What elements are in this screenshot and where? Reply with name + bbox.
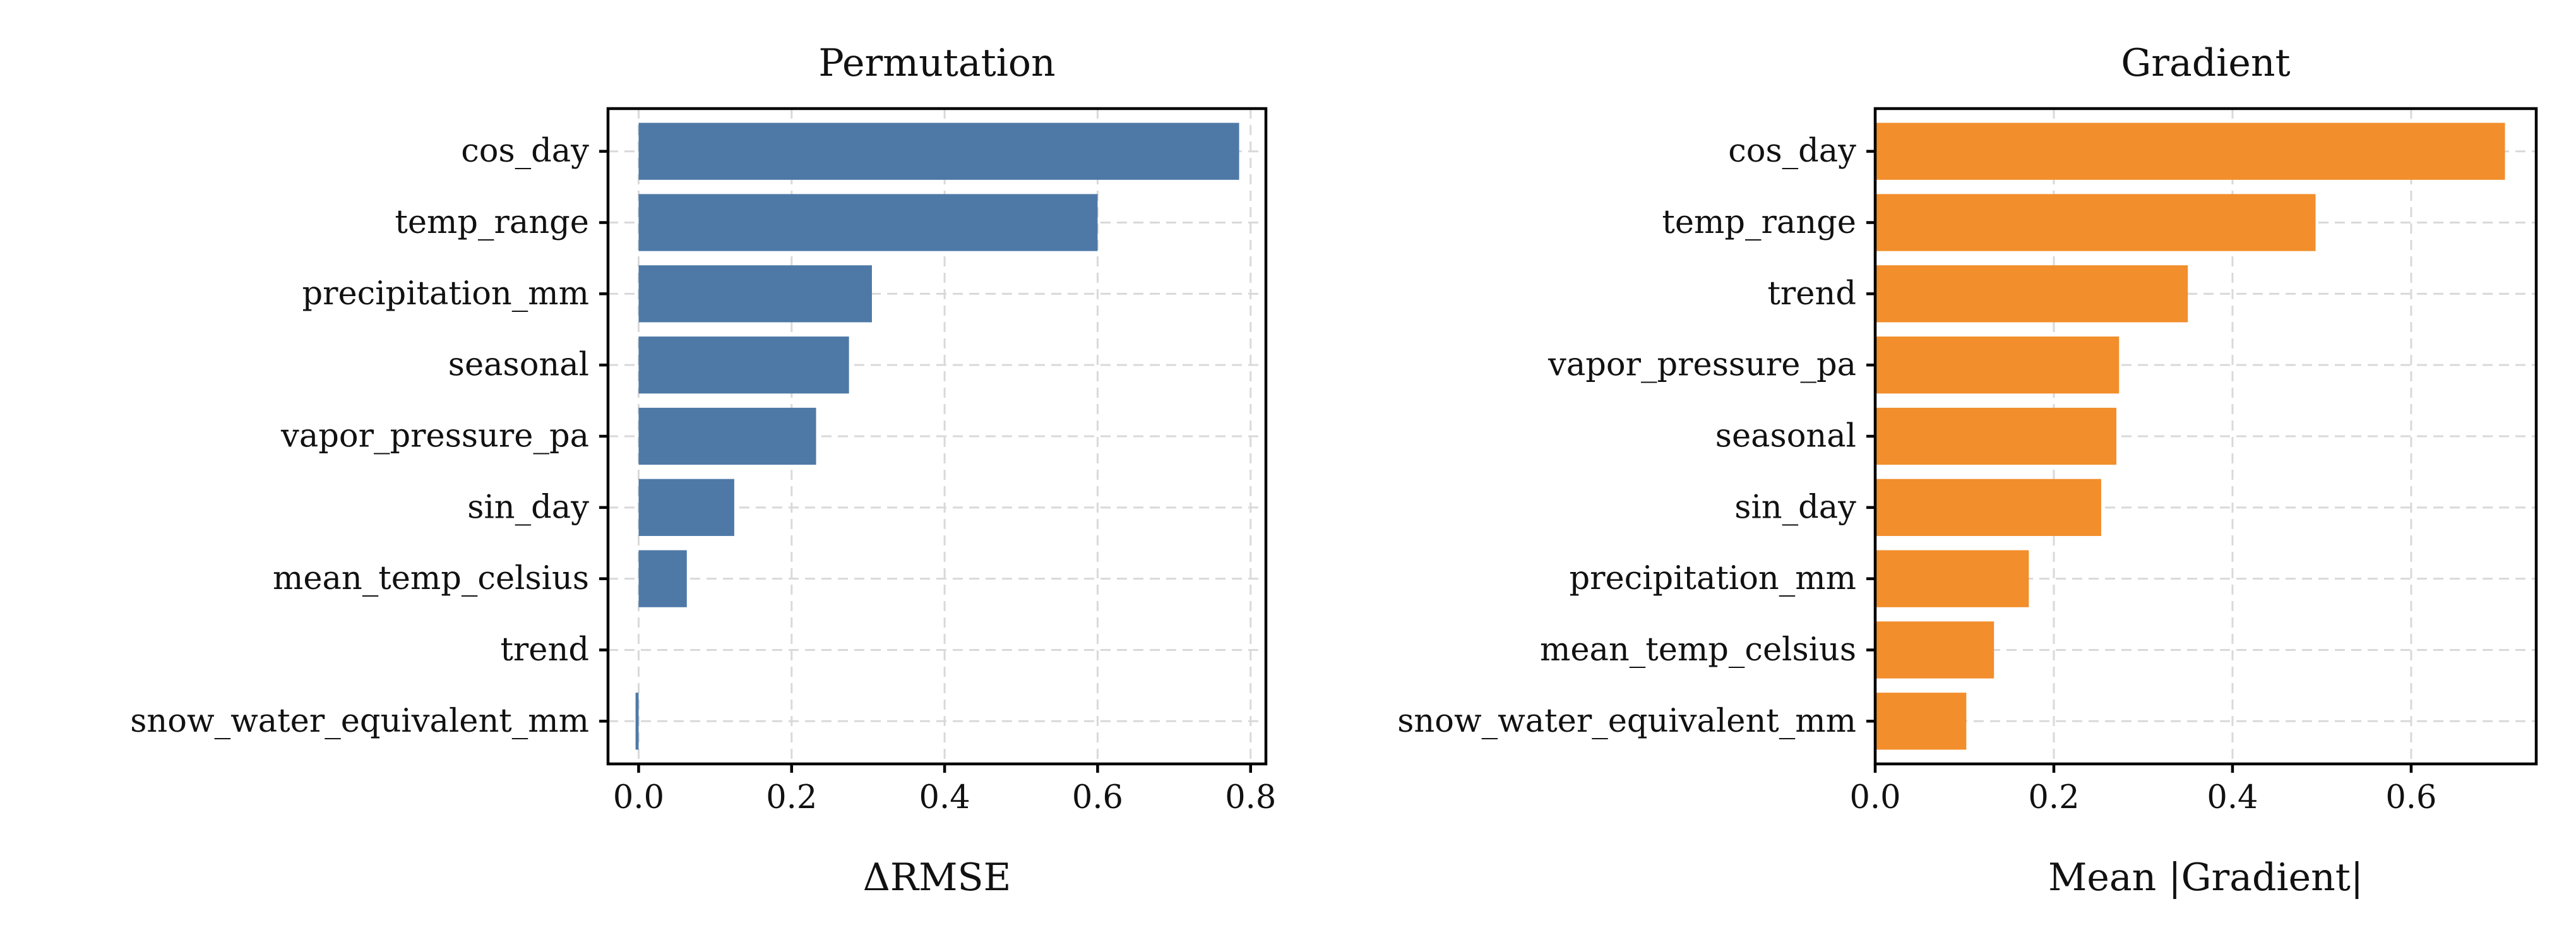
- permutation-bar-temp-range: [638, 194, 1098, 251]
- gradient-category-label: precipitation_mm: [1569, 560, 1856, 597]
- permutation-category-label: mean_temp_celsius: [273, 560, 589, 597]
- gradient-bar-seasonal: [1875, 407, 2117, 465]
- gradient-category-label: trend: [1767, 275, 1856, 313]
- gradient-bar-snow-water-equivalent-mm: [1875, 693, 1967, 750]
- permutation-xlabel: ΔRMSE: [863, 855, 1011, 900]
- gradient-bar-temp-range: [1875, 194, 2316, 251]
- gradient-axes-frame: [1873, 107, 2538, 766]
- gradient-xtick-label: 0.4: [2207, 779, 2258, 816]
- permutation-xtick-label: 0.6: [1072, 779, 1123, 816]
- gradient-xtick-label: 0.6: [2385, 779, 2436, 816]
- permutation-axes-frame: [606, 107, 1268, 766]
- permutation-bar-vapor-pressure-pa: [638, 407, 816, 465]
- permutation-category-label: seasonal: [448, 347, 589, 384]
- permutation-bar-mean-temp-celsius: [638, 550, 687, 607]
- gradient-bar-sin-day: [1875, 479, 2101, 536]
- permutation-xtick-label: 0.0: [613, 779, 664, 816]
- gradient-bar-cos-day: [1875, 122, 2505, 180]
- permutation-category-label: snow_water_equivalent_mm: [130, 703, 589, 740]
- gradient-category-label: seasonal: [1715, 418, 1856, 455]
- gradient-category-label: temp_range: [1662, 204, 1856, 241]
- permutation-xtick-label: 0.4: [919, 779, 970, 816]
- gradient-xtick-label: 0.2: [2028, 779, 2079, 816]
- permutation-bar-precipitation-mm: [638, 265, 873, 323]
- permutation-category-label: vapor_pressure_pa: [280, 418, 589, 455]
- permutation-bar-seasonal: [638, 337, 849, 394]
- permutation-xtick-label: 0.8: [1225, 779, 1276, 816]
- gradient-category-label: mean_temp_celsius: [1540, 631, 1856, 669]
- gradient-category-label: snow_water_equivalent_mm: [1397, 703, 1856, 740]
- permutation-category-label: trend: [500, 631, 589, 669]
- gradient-category-label: sin_day: [1734, 489, 1856, 526]
- gradient-bar-vapor-pressure-pa: [1875, 337, 2120, 394]
- gradient-category-label: vapor_pressure_pa: [1547, 347, 1856, 384]
- permutation-bar-cos-day: [638, 122, 1239, 180]
- permutation-category-label: precipitation_mm: [302, 275, 589, 313]
- permutation-category-label: temp_range: [395, 204, 589, 241]
- gradient-category-label: cos_day: [1728, 133, 1856, 170]
- gradient-xlabel: Mean |Gradient|: [2048, 855, 2363, 900]
- permutation-xtick-label: 0.2: [766, 779, 817, 816]
- permutation-category-label: cos_day: [461, 133, 589, 170]
- gradient-bar-precipitation-mm: [1875, 550, 2029, 607]
- permutation-category-label: sin_day: [467, 489, 589, 526]
- gradient-xtick-label: 0.0: [1849, 779, 1900, 816]
- permutation-bar-sin-day: [638, 479, 734, 536]
- gradient-bar-mean-temp-celsius: [1875, 621, 1995, 679]
- permutation-bar-snow-water-equivalent-mm: [635, 693, 639, 750]
- gradient-bar-trend: [1875, 265, 2188, 323]
- gradient-title: Gradient: [2121, 41, 2290, 85]
- permutation-panel: cos_day temp_range precipitation_mmseasona…: [130, 41, 1276, 900]
- permutation-title: Permutation: [818, 41, 1055, 85]
